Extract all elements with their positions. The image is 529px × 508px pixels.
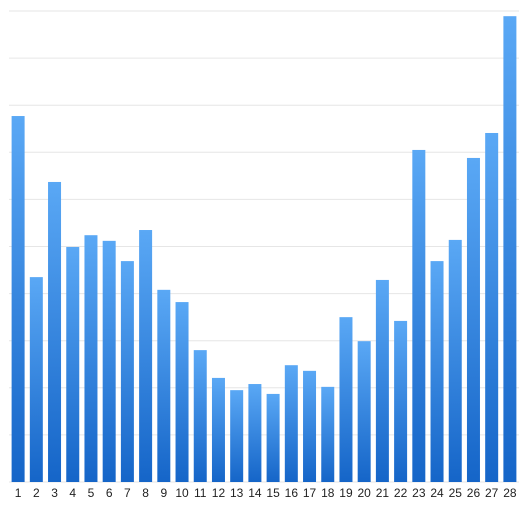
bar: [485, 132, 499, 482]
bar: [266, 393, 280, 482]
bar: [375, 279, 389, 482]
x-tick-label: 11: [194, 486, 207, 500]
x-tick-label: 4: [69, 486, 76, 500]
bar: [284, 365, 298, 482]
x-tick-label: 19: [339, 486, 353, 500]
x-tick-label: 14: [248, 486, 262, 500]
x-tick-label: 22: [394, 486, 408, 500]
bar: [157, 289, 171, 482]
bar: [84, 235, 98, 482]
x-tick-label: 24: [430, 486, 444, 500]
bar: [139, 230, 153, 482]
bar: [48, 181, 62, 482]
x-tick-label: 5: [88, 486, 95, 500]
bar: [175, 302, 189, 482]
bar: [430, 261, 444, 482]
x-tick-label: 17: [303, 486, 317, 500]
x-tick-label: 28: [503, 486, 517, 500]
x-tick-label: 23: [412, 486, 426, 500]
bar: [11, 116, 25, 483]
x-tick-label: 10: [175, 486, 189, 500]
x-tick-label: 1: [15, 486, 22, 500]
x-tick-label: 9: [160, 486, 167, 500]
bar: [503, 16, 517, 482]
bar: [193, 350, 207, 482]
x-tick-label: 21: [376, 486, 390, 500]
x-tick-label: 12: [212, 486, 226, 500]
x-tick-label: 6: [106, 486, 113, 500]
bar: [29, 277, 43, 482]
bar: [248, 384, 262, 482]
bar: [448, 239, 462, 482]
x-tick-label: 7: [124, 486, 131, 500]
bar: [102, 240, 116, 482]
bar: [412, 149, 426, 482]
bar: [66, 246, 80, 482]
x-tick-label: 27: [485, 486, 499, 500]
bar: [339, 317, 353, 482]
x-tick-label: 18: [321, 486, 335, 500]
x-tick-label: 26: [467, 486, 481, 500]
bar: [394, 320, 408, 482]
bar: [357, 341, 371, 482]
x-tick-label: 8: [142, 486, 149, 500]
x-tick-label: 15: [266, 486, 280, 500]
bar: [466, 157, 480, 482]
x-tick-label: 16: [285, 486, 299, 500]
x-tick-label: 3: [51, 486, 58, 500]
x-tick-label: 13: [230, 486, 244, 500]
bar: [321, 386, 335, 482]
x-tick-label: 25: [449, 486, 463, 500]
x-tick-label: 2: [33, 486, 40, 500]
bar: [211, 377, 225, 482]
x-tick-label: 20: [357, 486, 371, 500]
bar: [120, 261, 134, 482]
bar: [303, 370, 317, 482]
bar: [230, 390, 244, 482]
